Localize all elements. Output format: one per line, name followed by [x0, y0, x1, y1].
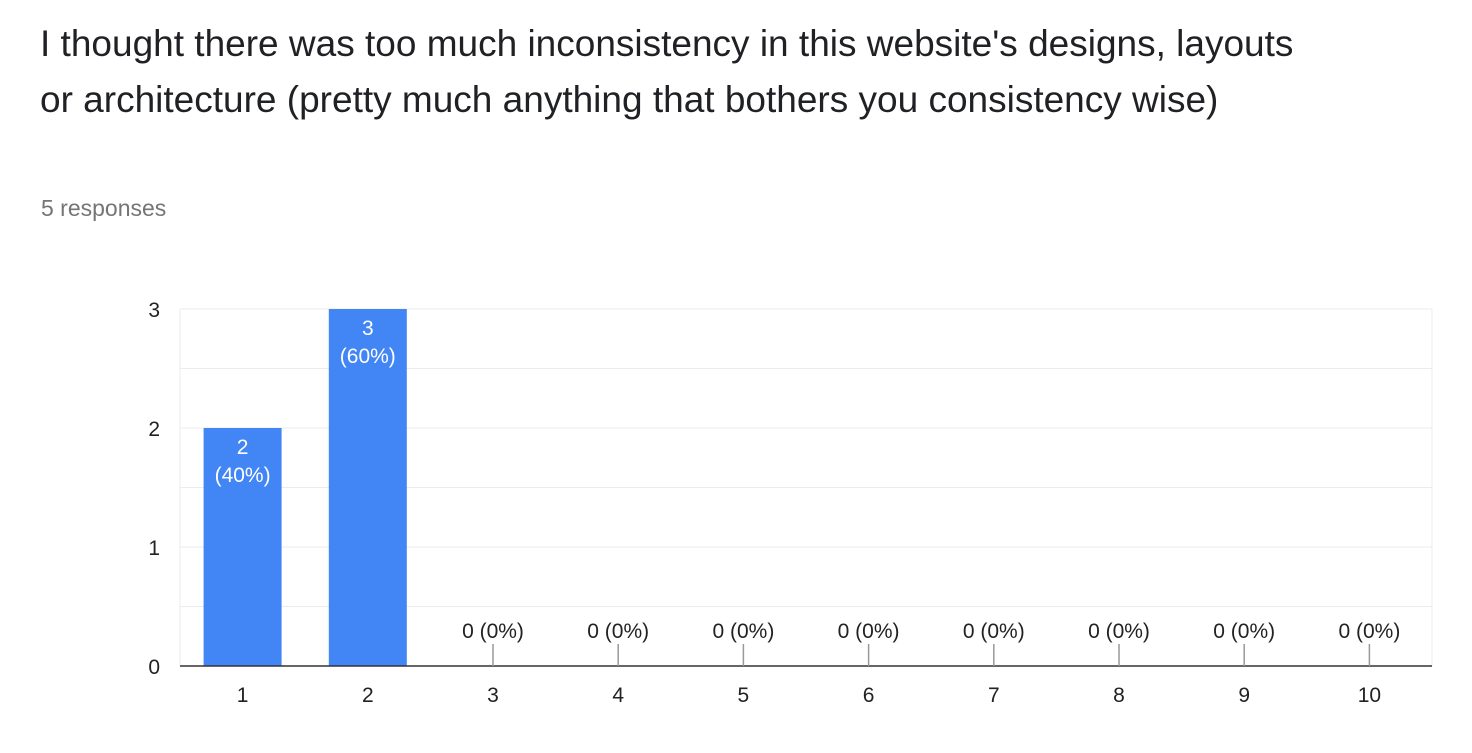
- zero-value-label: 0 (0%): [1338, 620, 1400, 643]
- x-tick-label: 6: [863, 684, 875, 707]
- x-tick-label: 1: [237, 684, 249, 707]
- data-labels: 2 (40%) 3 (60%) 0 (0%) 0 (0%) 0 (0%) 0 (0%) 0 (0…: [215, 317, 1400, 666]
- x-tick-label: 8: [1113, 684, 1125, 707]
- axes: 0 1 2 3 1 2 3 4 5 6 7 8 9 10: [148, 299, 1432, 707]
- zero-value-label: 0 (0%): [462, 620, 524, 643]
- zero-value-label: 0 (0%): [1213, 620, 1275, 643]
- x-tick-label: 4: [612, 684, 624, 707]
- x-tick-label: 3: [487, 684, 499, 707]
- y-tick-label: 3: [148, 299, 160, 322]
- x-tick-label: 5: [738, 684, 750, 707]
- bars: [203, 309, 407, 666]
- x-tick-label: 7: [988, 684, 1000, 707]
- y-tick-label: 0: [148, 656, 160, 679]
- bar-value-label: 3: [362, 317, 374, 340]
- x-tick-label: 10: [1358, 684, 1381, 707]
- bar-value-label: 2: [237, 436, 249, 459]
- zero-value-label: 0 (0%): [963, 620, 1025, 643]
- zero-value-label: 0 (0%): [712, 620, 774, 643]
- bar-percent-label: (60%): [340, 345, 396, 368]
- bar-percent-label: (40%): [215, 464, 271, 487]
- x-tick-label: 2: [362, 684, 374, 707]
- y-tick-label: 2: [148, 418, 160, 441]
- x-tick-label: 9: [1238, 684, 1250, 707]
- zero-value-label: 0 (0%): [587, 620, 649, 643]
- bar: [328, 309, 407, 666]
- zero-value-label: 0 (0%): [1088, 620, 1150, 643]
- zero-value-label: 0 (0%): [838, 620, 900, 643]
- y-tick-label: 1: [148, 537, 160, 560]
- response-count: 5 responses: [41, 195, 167, 221]
- question-title: I thought there was too much inconsisten…: [40, 23, 1294, 120]
- bar: [203, 428, 282, 666]
